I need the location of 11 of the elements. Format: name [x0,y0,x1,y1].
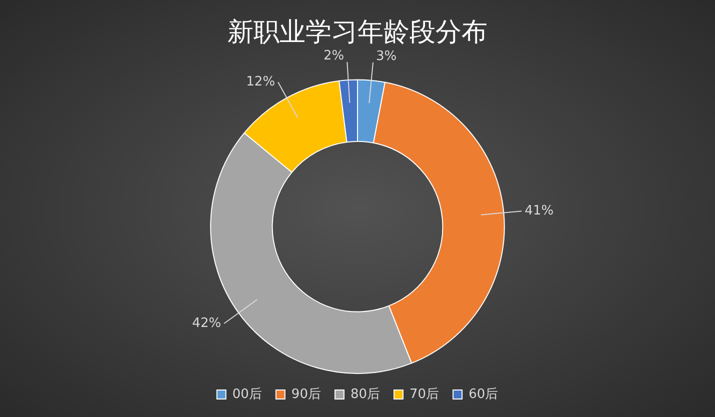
legend-label: 60后 [468,386,498,402]
data-label: 12% [246,74,276,90]
legend-label: 80后 [350,386,380,402]
data-label: 42% [192,316,222,331]
legend-label: 70后 [410,386,440,402]
legend-label: 00后 [232,386,262,402]
chart-title: 新职业学习年龄段分布 [228,17,488,48]
data-label: 41% [524,203,554,218]
legend-label: 90后 [291,386,321,402]
data-label: 2% [324,48,344,64]
data-label: 3% [376,48,397,64]
